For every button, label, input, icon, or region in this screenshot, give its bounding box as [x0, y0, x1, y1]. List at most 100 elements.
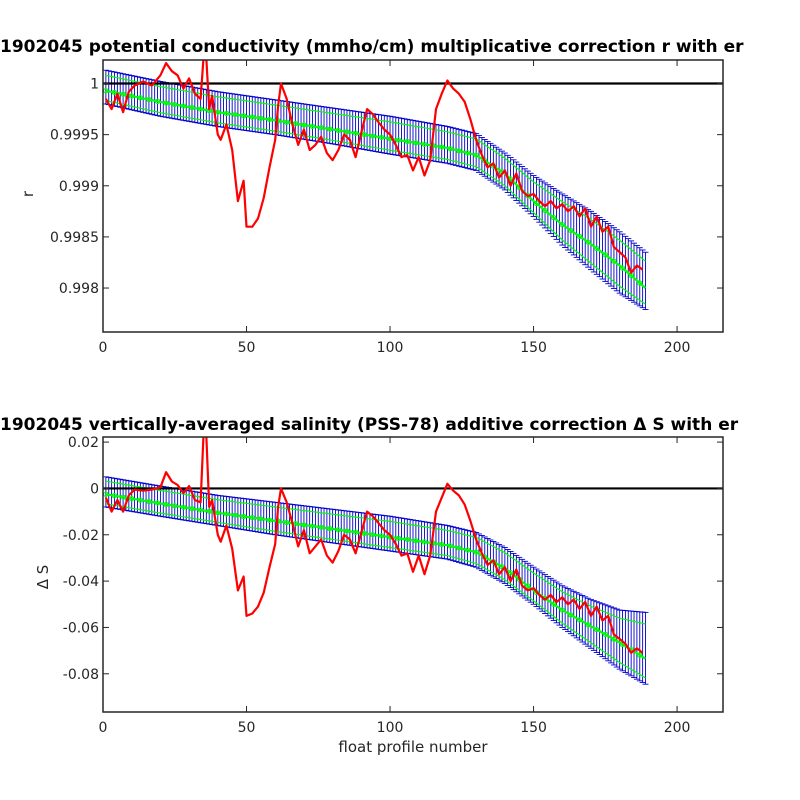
fit-marker [111, 492, 118, 499]
fit-marker [611, 636, 617, 642]
fit-marker [258, 115, 264, 121]
fit-marker [172, 503, 178, 509]
fit-marker [327, 126, 333, 132]
fit-marker [413, 538, 419, 544]
fit-marker [421, 141, 428, 147]
x-tick-label: 50 [238, 340, 256, 356]
fit-marker [550, 214, 557, 221]
salinity-chart-title: 1902045 vertically-averaged salinity (PS… [0, 415, 739, 435]
fit-lower-band-line [105, 100, 646, 305]
conductivity-correction-panel: 1902045 potential conductivity (mmho/cm)… [0, 37, 744, 356]
fit-marker [301, 122, 307, 128]
fit-marker [464, 547, 471, 553]
fit-marker [240, 513, 247, 520]
fit-marker [189, 104, 195, 111]
fit-marker [223, 511, 230, 517]
fit-marker [568, 227, 574, 234]
fit-marker [120, 91, 126, 97]
fit-marker [180, 504, 187, 510]
fit-marker [594, 626, 600, 633]
fit-marker [473, 549, 479, 555]
fit-marker [378, 134, 385, 141]
conductivity-chart-title: 1902045 potential conductivity (mmho/cm)… [0, 37, 744, 57]
fit-marker [232, 111, 238, 118]
fit-marker [413, 140, 419, 146]
fit-marker [249, 514, 255, 521]
x-tick-label: 200 [664, 340, 691, 356]
fit-marker [456, 545, 462, 551]
fit-marker [335, 127, 342, 134]
fit-marker [154, 500, 161, 506]
fit-marker [266, 517, 273, 523]
fit-marker [421, 539, 428, 545]
fit-marker [473, 152, 479, 158]
x-tick-label: 150 [520, 340, 547, 356]
fit-marker [215, 109, 221, 115]
fit-marker [464, 150, 471, 156]
x-tick-label: 0 [99, 720, 108, 736]
fit-marker [637, 652, 643, 658]
salinity-y-axis-label: Δ S [34, 565, 52, 590]
y-tick-label: 0.02 [68, 435, 99, 451]
fit-marker [447, 543, 454, 549]
fit-marker [335, 527, 342, 533]
fit-marker [344, 129, 350, 135]
fit-marker [361, 131, 367, 138]
fit-marker [327, 525, 333, 532]
fit-upper-band-line [105, 74, 646, 262]
fit-marker [284, 519, 290, 526]
fit-marker [576, 233, 583, 239]
fit-marker [240, 113, 247, 119]
x-tick-label: 50 [238, 720, 256, 736]
fit-upper-band-line [105, 480, 646, 625]
fit-marker [146, 96, 152, 103]
y-tick-label: 0.9995 [50, 128, 99, 144]
fit-marker [619, 265, 626, 271]
axes-frame [102, 436, 724, 713]
y-tick-label: -0.08 [63, 667, 99, 683]
fit-marker [507, 570, 514, 576]
fit-marker [154, 98, 161, 105]
fit-marker [197, 106, 204, 112]
fit-marker [594, 245, 600, 252]
fit-marker [180, 103, 187, 109]
x-tick-label: 150 [520, 720, 547, 736]
fit-marker [568, 612, 574, 618]
fit-marker [163, 501, 169, 508]
observed-line [104, 437, 644, 655]
fit-marker [611, 258, 617, 264]
fit-marker [447, 145, 454, 152]
fit-marker [111, 89, 118, 96]
fit-marker [602, 631, 609, 638]
fit-marker [223, 110, 230, 117]
fit-marker [137, 497, 144, 503]
y-tick-label: 0.9985 [50, 230, 99, 246]
fit-marker [370, 531, 376, 538]
fit-marker [163, 100, 169, 106]
x-tick-label: 0 [99, 340, 108, 356]
fit-marker [352, 130, 359, 136]
x-tick-label: 100 [377, 340, 404, 356]
fit-marker [309, 123, 316, 130]
fit-marker [378, 533, 385, 539]
fit-marker [258, 516, 264, 522]
fit-marker [318, 524, 324, 531]
fit-marker [309, 523, 316, 529]
data-layer [103, 60, 723, 310]
fit-marker [120, 494, 126, 500]
fit-marker [456, 148, 462, 154]
y-tick-label: 0.999 [59, 179, 99, 195]
x-tick-label: 100 [377, 720, 404, 736]
fit-marker [439, 144, 445, 150]
fit-marker [404, 536, 410, 543]
fit-marker [301, 522, 307, 528]
y-tick-label: -0.04 [63, 574, 99, 590]
conductivity-plot-area: 0 50 100 150 200 0.998 0.9985 0.999 0.9995 1 [50, 59, 724, 356]
salinity-x-axis-label: float profile number [338, 738, 488, 756]
fit-marker [197, 507, 204, 513]
y-tick-label: -0.06 [63, 620, 99, 636]
fit-marker [602, 252, 609, 258]
fit-marker [533, 200, 540, 207]
fit-marker [344, 528, 350, 534]
